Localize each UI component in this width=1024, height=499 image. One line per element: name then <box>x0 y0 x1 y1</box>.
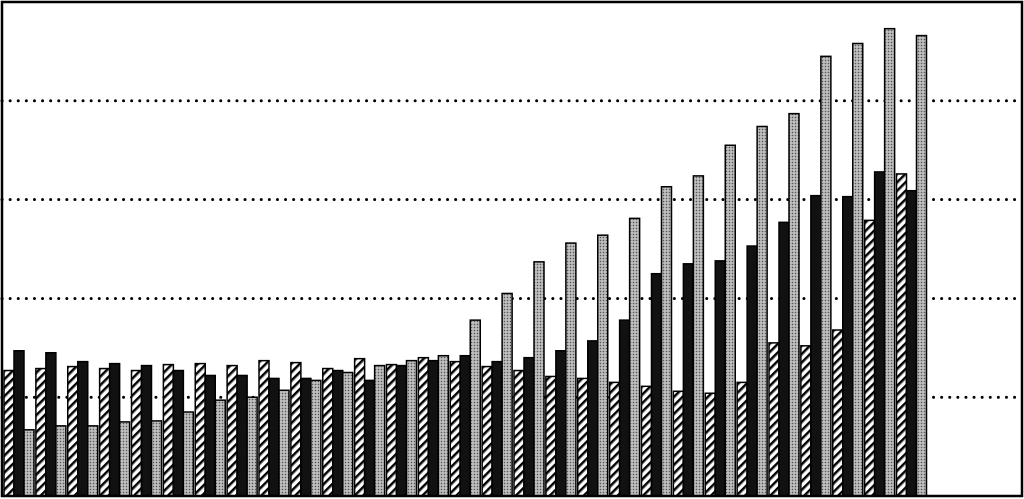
bar <box>801 346 811 496</box>
bar <box>875 172 885 496</box>
bar <box>269 378 279 496</box>
chart-container <box>0 0 1024 499</box>
bar <box>492 362 502 496</box>
bar <box>14 351 24 496</box>
bar <box>163 365 173 496</box>
bar <box>917 36 927 496</box>
bar <box>311 380 321 496</box>
bar <box>662 187 672 496</box>
bar <box>460 356 470 496</box>
bar <box>811 196 821 496</box>
bar <box>173 371 183 496</box>
bar <box>4 371 14 496</box>
bar <box>68 367 78 496</box>
bar <box>821 56 831 496</box>
bar <box>24 430 34 496</box>
bar <box>885 29 895 496</box>
bar <box>205 375 215 496</box>
bar <box>502 293 512 496</box>
bar <box>789 114 799 496</box>
bar <box>833 330 843 496</box>
bar <box>152 421 162 496</box>
bar <box>470 320 480 496</box>
bar <box>142 366 152 496</box>
grid-line <box>2 99 1022 102</box>
grid-line <box>2 198 1022 201</box>
bar <box>418 358 428 496</box>
bar <box>725 145 735 496</box>
bar <box>642 386 652 496</box>
bar <box>78 362 88 496</box>
bar <box>56 426 66 496</box>
bar <box>110 364 120 496</box>
bar <box>566 243 576 496</box>
bar <box>438 356 448 496</box>
bar <box>630 218 640 496</box>
bar <box>343 373 353 497</box>
bar <box>715 261 725 496</box>
bar <box>737 382 747 496</box>
bar <box>897 174 907 496</box>
bar <box>36 369 46 496</box>
bar <box>610 382 620 496</box>
bar <box>291 363 301 496</box>
bar <box>355 359 365 496</box>
bar <box>407 361 417 496</box>
bar <box>853 43 863 496</box>
bar <box>514 371 524 496</box>
bar <box>88 426 98 496</box>
bar <box>693 176 703 496</box>
bar <box>195 364 205 496</box>
bar <box>132 371 142 496</box>
bar <box>247 397 257 496</box>
chart <box>0 0 1024 499</box>
bar <box>546 376 556 496</box>
bar <box>215 400 225 496</box>
bar <box>365 380 375 496</box>
bar <box>843 197 853 496</box>
bar <box>598 235 608 496</box>
bar <box>673 391 683 496</box>
bar <box>578 378 588 496</box>
bars <box>4 29 927 496</box>
bar <box>683 264 693 496</box>
bar <box>237 375 247 496</box>
bar <box>907 191 917 496</box>
bar <box>120 422 130 496</box>
bar <box>865 220 875 496</box>
bar <box>46 353 56 496</box>
bar <box>747 246 757 496</box>
bar <box>556 351 566 496</box>
bar <box>620 320 630 496</box>
bar <box>779 222 789 496</box>
bar <box>588 341 598 496</box>
plot-frame <box>2 2 1022 496</box>
bar <box>534 262 544 496</box>
bar <box>769 343 779 496</box>
bar <box>279 390 289 496</box>
bar <box>333 371 343 496</box>
bar <box>375 366 385 496</box>
bar <box>100 369 110 496</box>
bar <box>227 366 237 496</box>
bar <box>482 367 492 496</box>
bar <box>397 366 407 496</box>
bar <box>450 362 460 496</box>
bar <box>387 365 397 496</box>
bar <box>652 274 662 496</box>
bar <box>757 126 767 496</box>
bar <box>301 378 311 496</box>
bar <box>428 361 438 496</box>
bar <box>323 369 333 496</box>
bar <box>705 393 715 496</box>
bar <box>259 361 269 496</box>
bar <box>183 412 193 496</box>
bar <box>524 358 534 496</box>
